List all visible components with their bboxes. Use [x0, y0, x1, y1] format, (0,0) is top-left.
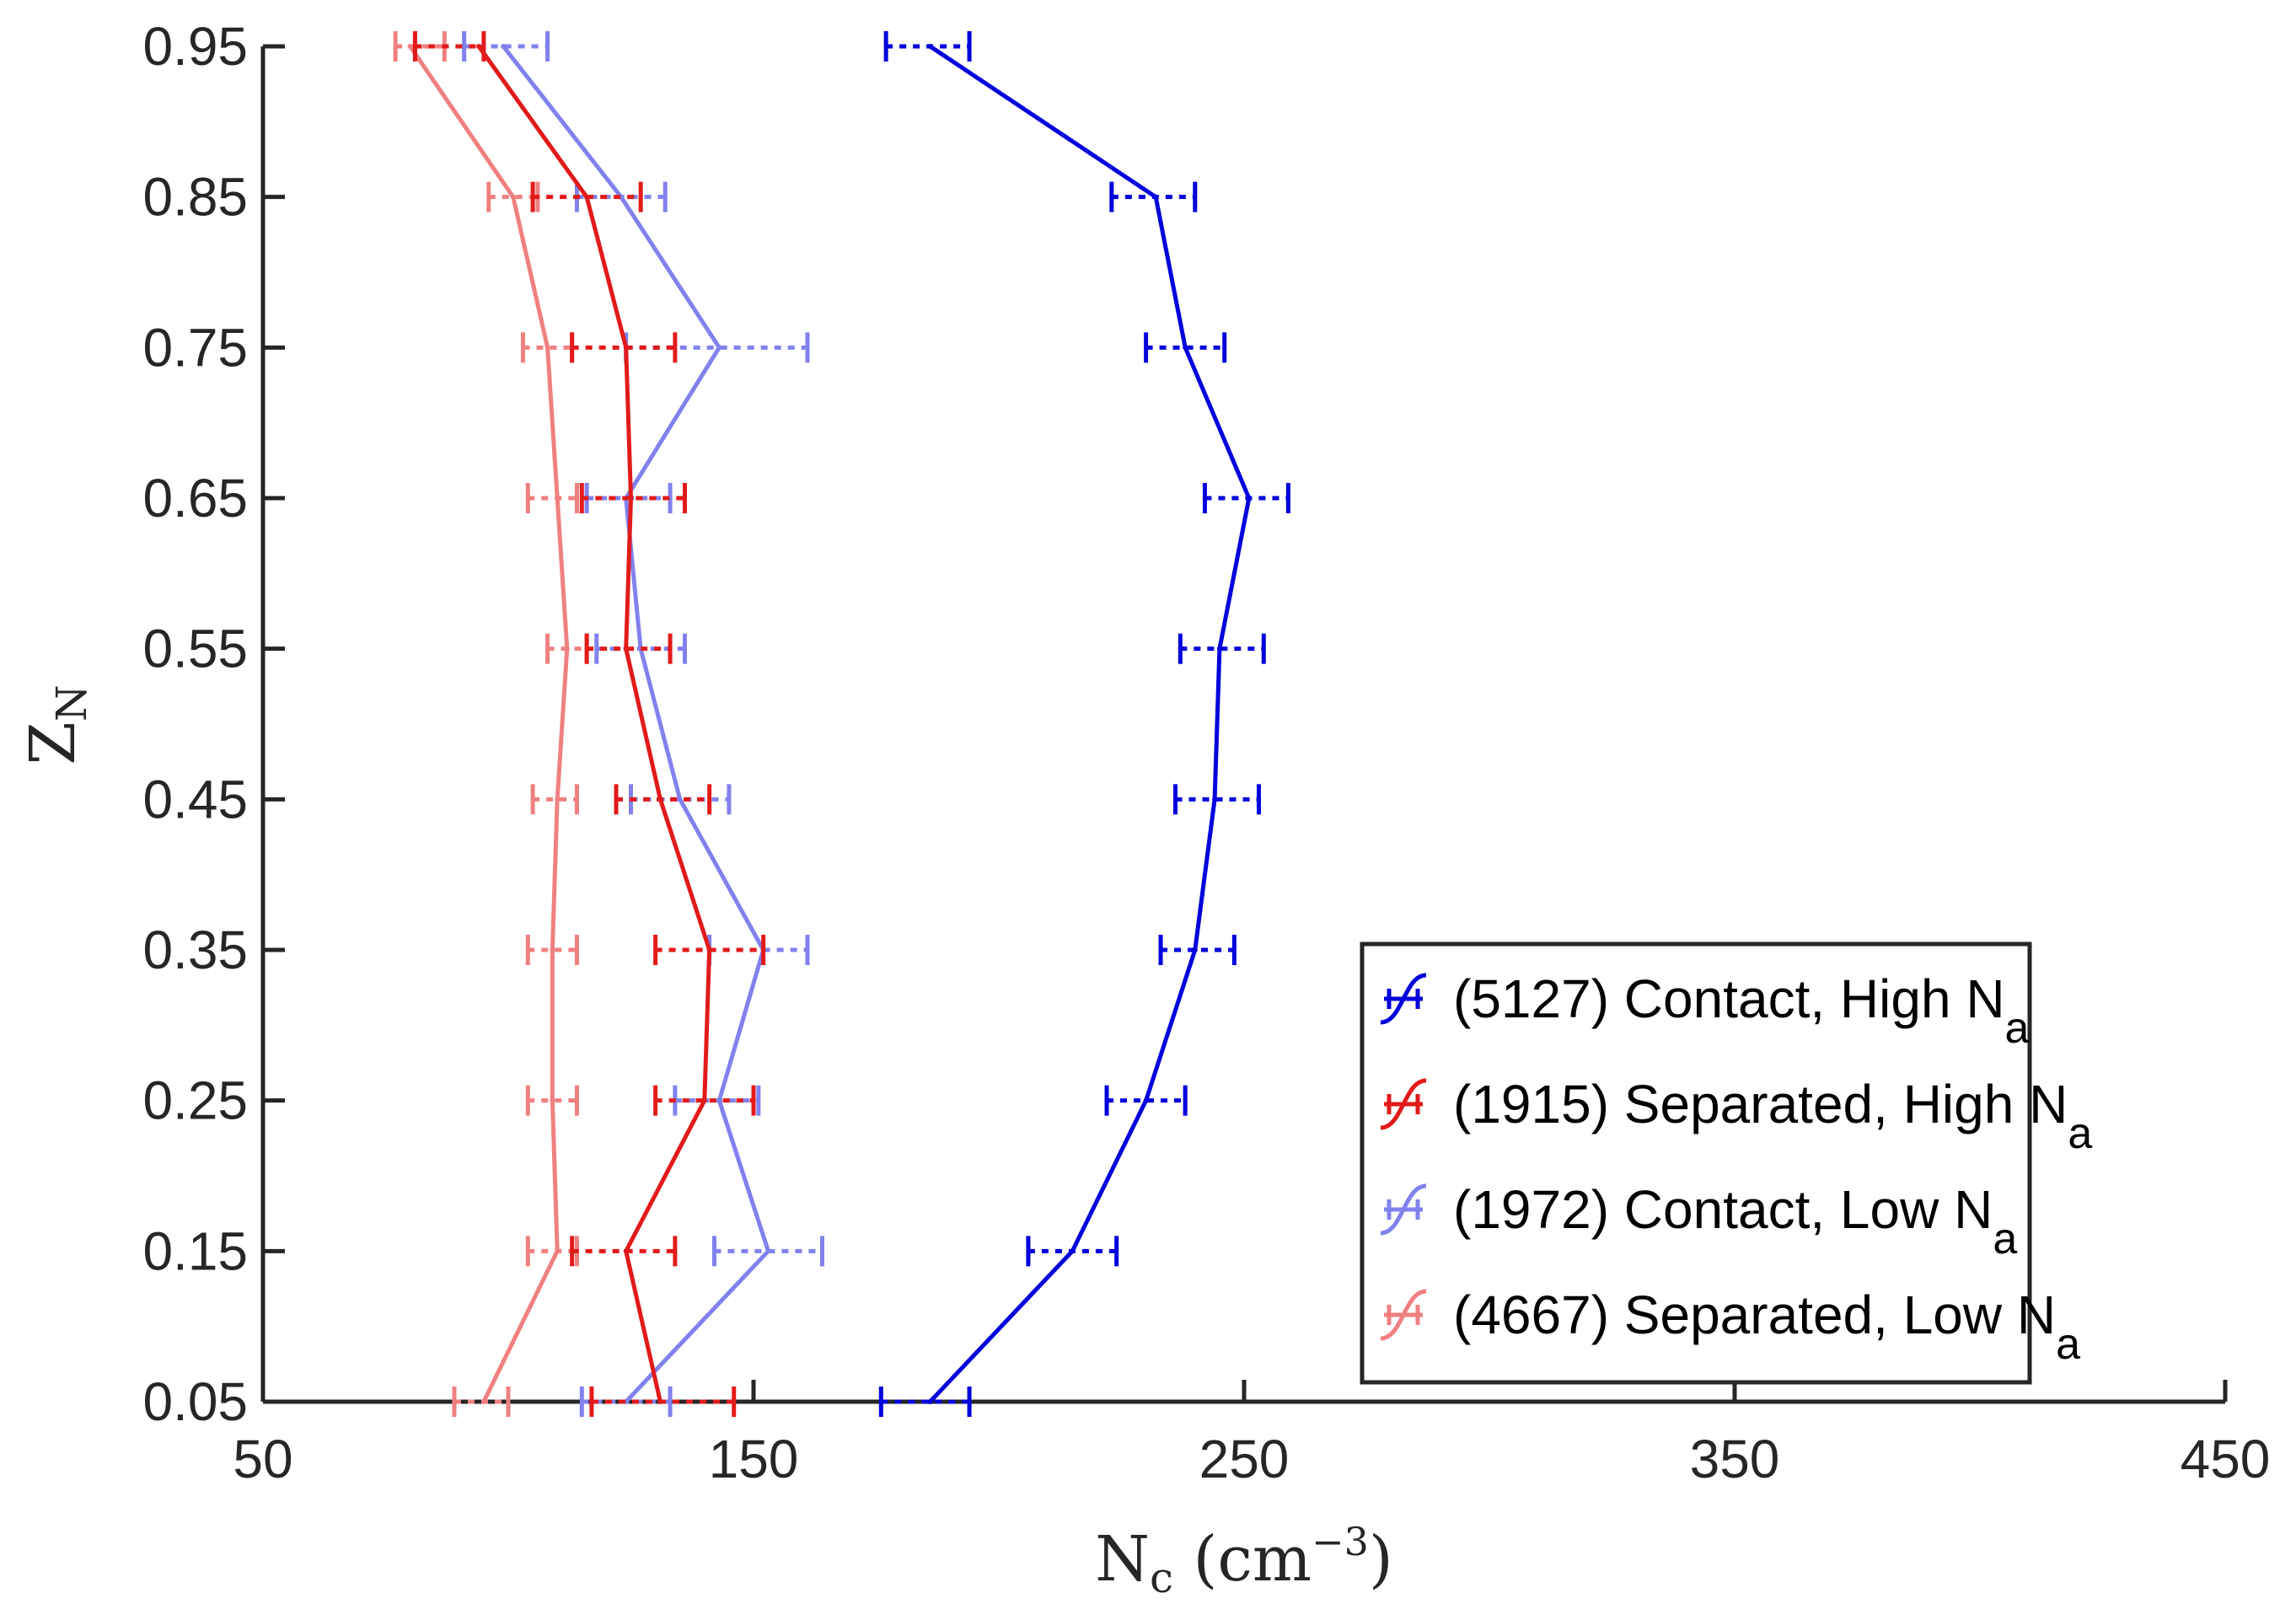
x-tick-label: 450: [2181, 1429, 2271, 1489]
line-separated-low: [408, 45, 570, 1403]
point-contact-high: [927, 1399, 933, 1404]
point-contact-low: [716, 345, 722, 351]
legend-entry-contact-low: (1972) Contact, Low Na: [1380, 1179, 2017, 1263]
legend-label-main: (5127) Contact, High N: [1453, 968, 2005, 1029]
y-tick-label: 0.85: [142, 167, 248, 228]
x-axis-title-close: ): [1369, 1523, 1393, 1596]
point-contact-high: [1143, 1097, 1149, 1103]
y-tick-label: 0.65: [142, 468, 248, 528]
point-contact-high: [1153, 194, 1159, 200]
point-contact-low: [501, 44, 507, 49]
point-contact-high: [1192, 947, 1198, 952]
x-axis-title-main: N: [1095, 1523, 1150, 1596]
point-separated-high: [628, 496, 634, 501]
series-separated-low: [393, 31, 589, 1417]
legend-entry-separated-low: (4667) Separated, Low Na: [1380, 1285, 2080, 1369]
axes: 0.05 0.15 0.25 0.35 0.45 0.55 0.65 0.75 0.85 0.95…: [17, 16, 2270, 1602]
y-tick-label: 0.25: [142, 1070, 248, 1131]
point-separated-high: [476, 44, 482, 49]
legend-label-sub: a: [2005, 1004, 2030, 1053]
legend-label: (1972) Contact, Low Na: [1453, 1179, 2017, 1263]
point-contact-high: [1216, 646, 1222, 652]
y-axis-title-sub: N: [47, 684, 96, 721]
x-tick-label: 250: [1199, 1429, 1290, 1489]
plot-area: [393, 31, 1290, 1417]
legend-label-main: (4667) Separated, Low N: [1453, 1285, 2056, 1345]
y-tick-label: 0.05: [142, 1371, 248, 1432]
point-contact-high: [1212, 797, 1218, 802]
point-separated-low: [564, 646, 570, 652]
legend-label-main: (1972) Contact, Low N: [1453, 1179, 1993, 1240]
x-axis-title-sup: −3: [1312, 1519, 1369, 1564]
point-contact-high: [1246, 496, 1252, 501]
y-tick-label: 0.45: [142, 769, 248, 829]
legend-label-sub: a: [2068, 1109, 2092, 1158]
y-tick-label: 0.15: [142, 1220, 248, 1281]
line-contact-low: [502, 45, 770, 1403]
point-separated-low: [407, 44, 413, 49]
legend-box: [1360, 941, 2032, 1385]
legend-label-sub: a: [1993, 1215, 2017, 1263]
point-separated-high: [623, 1248, 629, 1254]
x-tick-label: 350: [1690, 1429, 1780, 1489]
legend-entry-contact-high: (5127) Contact, High Na: [1380, 968, 2030, 1053]
legend-label-sub: a: [2056, 1320, 2080, 1369]
line-contact-high: [928, 44, 1252, 1403]
point-contact-high: [1183, 345, 1188, 351]
point-separated-high: [584, 194, 590, 200]
point-contact-high: [1070, 1248, 1076, 1254]
x-tick-label: 150: [709, 1429, 799, 1489]
point-separated-low: [555, 496, 561, 501]
y-tick-label: 0.75: [142, 317, 248, 378]
y-axis-title-group: ZN: [17, 684, 96, 764]
point-separated-low: [555, 1248, 561, 1254]
legend-entry-separated-high: (1915) Separated, High Na: [1380, 1074, 2092, 1158]
legend-label: (5127) Contact, High Na: [1453, 968, 2030, 1053]
series-contact-high: [878, 31, 1290, 1417]
line-separated-high: [477, 45, 712, 1403]
point-separated-low: [480, 1399, 486, 1404]
y-axis-title-main: Z: [17, 721, 89, 764]
point-separated-high: [623, 646, 629, 652]
point-separated-high: [657, 1399, 663, 1404]
point-separated-low: [544, 345, 550, 351]
x-axis-title-unit: (cm: [1173, 1523, 1312, 1596]
legend-label: (1915) Separated, High Na: [1453, 1074, 2092, 1158]
point-separated-high: [657, 797, 663, 802]
point-separated-low: [550, 947, 555, 952]
legend-label-main: (1915) Separated, High N: [1453, 1074, 2068, 1135]
y-axis-title: ZN: [17, 684, 96, 764]
point-separated-low: [510, 194, 516, 200]
x-tick-label: 50: [233, 1429, 292, 1489]
point-separated-high: [706, 947, 712, 952]
point-contact-low: [677, 797, 683, 802]
point-separated-low: [555, 797, 561, 802]
legend: (5127) Contact, High Na(1915) Separated,…: [1360, 941, 2092, 1385]
point-separated-high: [623, 345, 629, 351]
y-tick-label: 0.55: [142, 619, 248, 679]
point-separated-high: [701, 1097, 707, 1103]
point-contact-low: [716, 1097, 722, 1103]
point-contact-low: [765, 1248, 771, 1254]
series-separated-high: [412, 31, 766, 1417]
point-contact-high: [927, 44, 933, 49]
point-separated-low: [550, 1097, 555, 1103]
y-tick-label: 0.95: [142, 16, 248, 77]
x-axis-title: Nc (cm−3): [1095, 1519, 1392, 1602]
y-tick-label: 0.35: [142, 920, 248, 980]
x-axis-title-sub: c: [1150, 1553, 1173, 1602]
legend-label: (4667) Separated, Low Na: [1453, 1285, 2080, 1369]
